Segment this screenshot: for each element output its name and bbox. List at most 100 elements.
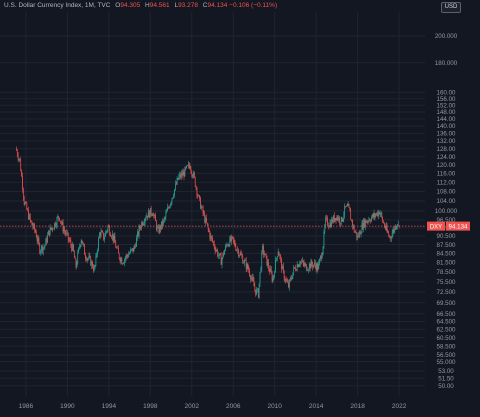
candle-body[interactable] bbox=[391, 233, 393, 239]
candle-body[interactable] bbox=[386, 225, 388, 232]
candle-body[interactable] bbox=[104, 236, 105, 240]
candle-body[interactable] bbox=[173, 195, 174, 198]
candle-body[interactable] bbox=[190, 169, 192, 172]
candle-body[interactable] bbox=[48, 230, 49, 236]
candle-body[interactable] bbox=[296, 264, 298, 271]
candle-body[interactable] bbox=[68, 239, 70, 241]
candle-body[interactable] bbox=[365, 220, 367, 223]
candle-body[interactable] bbox=[293, 267, 295, 273]
candle-body[interactable] bbox=[35, 230, 36, 233]
candle-body[interactable] bbox=[26, 202, 28, 210]
candle-body[interactable] bbox=[34, 224, 35, 231]
candle-body[interactable] bbox=[393, 229, 395, 232]
candle-body[interactable] bbox=[227, 244, 229, 246]
candle-body[interactable] bbox=[314, 262, 315, 265]
candle-body[interactable] bbox=[192, 175, 193, 177]
candle-body[interactable] bbox=[304, 264, 306, 266]
candle-body[interactable] bbox=[170, 202, 172, 205]
candle-body[interactable] bbox=[48, 230, 50, 236]
candle-body[interactable] bbox=[19, 158, 21, 160]
candle-body[interactable] bbox=[306, 264, 308, 271]
candle-body[interactable] bbox=[267, 262, 269, 266]
candle-body[interactable] bbox=[371, 217, 372, 222]
candle-body[interactable] bbox=[378, 211, 380, 215]
candle-body[interactable] bbox=[323, 231, 325, 247]
candle-body[interactable] bbox=[193, 172, 194, 177]
candle-body[interactable] bbox=[320, 255, 322, 259]
candle-body[interactable] bbox=[273, 274, 275, 279]
candle-body[interactable] bbox=[102, 231, 104, 233]
candle-body[interactable] bbox=[335, 218, 337, 221]
candle-body[interactable] bbox=[52, 228, 54, 230]
candle-body[interactable] bbox=[150, 208, 152, 215]
candle-body[interactable] bbox=[29, 214, 31, 221]
candle-body[interactable] bbox=[256, 289, 257, 295]
candle-body[interactable] bbox=[231, 236, 232, 242]
candle-body[interactable] bbox=[217, 250, 219, 257]
candle-body[interactable] bbox=[148, 210, 149, 218]
candle-body[interactable] bbox=[109, 226, 111, 235]
candle-body[interactable] bbox=[251, 276, 253, 279]
candle-body[interactable] bbox=[218, 255, 219, 257]
candle-body[interactable] bbox=[234, 241, 236, 247]
candle-body[interactable] bbox=[209, 231, 211, 239]
candle-body[interactable] bbox=[132, 248, 134, 252]
candle-body[interactable] bbox=[25, 202, 27, 204]
candle-body[interactable] bbox=[246, 264, 248, 269]
candle-body[interactable] bbox=[342, 218, 344, 222]
candle-body[interactable] bbox=[395, 226, 396, 229]
candle-body[interactable] bbox=[86, 258, 88, 261]
candle-body[interactable] bbox=[268, 262, 269, 269]
candle-body[interactable] bbox=[321, 254, 323, 259]
candle-body[interactable] bbox=[260, 268, 262, 273]
candle-body[interactable] bbox=[208, 229, 210, 232]
candle-body[interactable] bbox=[340, 217, 342, 225]
candle-body[interactable] bbox=[239, 253, 241, 256]
candle-body[interactable] bbox=[396, 225, 397, 229]
candle-body[interactable] bbox=[276, 256, 278, 259]
candle-body[interactable] bbox=[149, 208, 151, 218]
candle-body[interactable] bbox=[259, 272, 261, 284]
candle-body[interactable] bbox=[87, 258, 89, 259]
candle-body[interactable] bbox=[74, 257, 76, 259]
candle-body[interactable] bbox=[166, 210, 168, 214]
candle-body[interactable] bbox=[204, 213, 206, 223]
candle-body[interactable] bbox=[244, 260, 245, 263]
candle-body[interactable] bbox=[255, 289, 257, 295]
candle-body[interactable] bbox=[174, 189, 175, 196]
candle-body[interactable] bbox=[258, 283, 260, 298]
candle-body[interactable] bbox=[308, 269, 309, 271]
candle-body[interactable] bbox=[38, 238, 40, 244]
candle-body[interactable] bbox=[40, 250, 41, 254]
candle-body[interactable] bbox=[89, 255, 91, 257]
candle-body[interactable] bbox=[276, 258, 277, 260]
candle-body[interactable] bbox=[277, 251, 279, 257]
candle-body[interactable] bbox=[360, 232, 362, 235]
candle-body[interactable] bbox=[49, 227, 51, 236]
candle-body[interactable] bbox=[388, 232, 390, 236]
candle-body[interactable] bbox=[366, 221, 368, 223]
candle-body[interactable] bbox=[73, 251, 75, 258]
candle-body[interactable] bbox=[45, 238, 47, 246]
candle-body[interactable] bbox=[381, 212, 383, 218]
candle-body[interactable] bbox=[105, 232, 106, 237]
candle-body[interactable] bbox=[263, 254, 265, 255]
candle-body[interactable] bbox=[301, 260, 303, 262]
candle-body[interactable] bbox=[247, 264, 249, 269]
candle-body[interactable] bbox=[336, 216, 338, 221]
candles-layer[interactable] bbox=[16, 146, 400, 299]
candle-body[interactable] bbox=[249, 270, 250, 276]
candle-body[interactable] bbox=[221, 258, 223, 265]
candle-body[interactable] bbox=[177, 178, 179, 180]
candle-body[interactable] bbox=[230, 237, 231, 242]
candle-body[interactable] bbox=[98, 238, 99, 250]
candle-body[interactable] bbox=[349, 207, 351, 212]
candle-body[interactable] bbox=[270, 268, 271, 272]
candle-body[interactable] bbox=[28, 210, 29, 220]
candle-body[interactable] bbox=[59, 218, 60, 221]
candle-body[interactable] bbox=[241, 254, 243, 257]
candle-body[interactable] bbox=[149, 210, 150, 218]
candle-body[interactable] bbox=[373, 213, 375, 218]
candle-body[interactable] bbox=[16, 150, 18, 156]
